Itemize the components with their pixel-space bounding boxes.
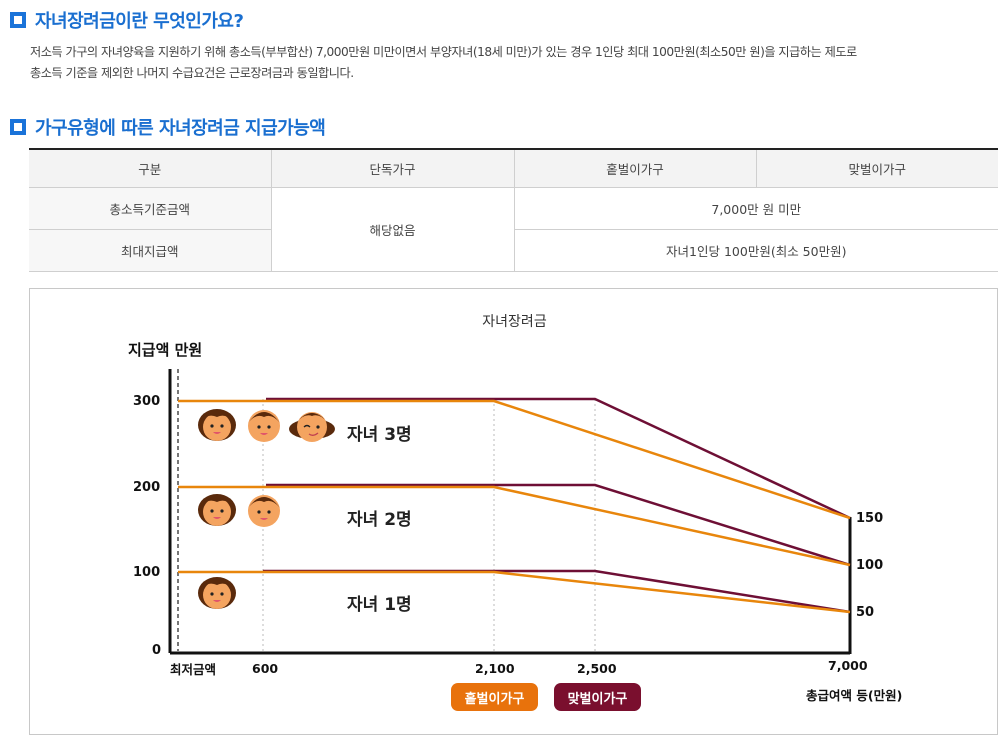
cell-max-amount: 자녀1인당 100만원(최소 50만원): [513, 228, 998, 272]
legend-dual-earner: 맞벌이가구: [554, 683, 641, 711]
header-dual-earner: 맞벌이가구: [755, 148, 998, 188]
child-face-icon: [198, 494, 236, 526]
description: 저소득 가구의 자녀양육을 지원하기 위해 총소득(부부합산) 7,000만원 …: [30, 42, 857, 84]
dual-earner-2-children-line: [266, 483, 851, 567]
row-label-income-threshold: 총소득기준금액: [29, 186, 272, 230]
cell-not-applicable: 해당없음: [270, 186, 515, 272]
child-face-icon: [289, 412, 335, 442]
chart-graphics: [168, 369, 852, 655]
section-title-amount: 가구유형에 따른 자녀장려금 지급가능액: [10, 114, 326, 140]
section-heading: 자녀장려금이란 무엇인가요?: [35, 11, 244, 32]
y-tick-0: 0: [152, 643, 162, 658]
x-axis-label: 총급여액 등(만원): [806, 688, 903, 703]
table-row: 총소득기준금액 해당없음 7,000만 원 미만: [29, 186, 998, 272]
x-tick-min: 최저금액: [170, 662, 217, 677]
square-bullet-icon: [10, 119, 26, 135]
header-single-earner: 홑벌이가구: [513, 148, 757, 188]
x-tick-2500: 2,500: [577, 661, 617, 676]
y-tick-300: 300: [133, 394, 161, 409]
table-header-row: 구분 단독가구 홑벌이가구 맞벌이가구: [29, 148, 998, 188]
x-tick-7000: 7,000: [828, 658, 868, 673]
x-tick-2100: 2,100: [475, 661, 515, 676]
description-line-2: 총소득 기준을 제외한 나머지 수급요건은 근로장려금과 동일합니다.: [30, 66, 354, 80]
child-tax-credit-chart: 자녀장려금 지급액 만원 300 200 100 0 150 100 50 자녀…: [29, 288, 998, 735]
label-2-children: 자녀 2명: [347, 510, 412, 530]
y-tick-100: 100: [133, 565, 161, 580]
label-3-children: 자녀 3명: [347, 425, 412, 445]
description-line-1: 저소득 가구의 자녀양육을 지원하기 위해 총소득(부부합산) 7,000만원 …: [30, 45, 857, 59]
y-tick-200: 200: [133, 480, 161, 495]
section-title-what-is: 자녀장려금이란 무엇인가요?: [10, 7, 244, 33]
section-heading: 가구유형에 따른 자녀장려금 지급가능액: [35, 118, 326, 139]
single-earner-1-child-line: [178, 570, 851, 614]
benefit-table: 구분 단독가구 홑벌이가구 맞벌이가구 총소득기준금액 해당없음 7,000만 …: [29, 148, 998, 272]
label-1-child: 자녀 1명: [347, 595, 412, 615]
single-earner-3-children-line: [178, 399, 851, 520]
legend-single-earner: 홑벌이가구: [451, 683, 538, 711]
header-single-household: 단독가구: [270, 148, 515, 188]
dual-earner-3-children-line: [266, 397, 851, 520]
row-label-max-amount: 최대지급액: [29, 228, 272, 272]
right-tick-50: 50: [856, 605, 875, 620]
child-face-icon: [248, 495, 280, 527]
child-face-icon: [248, 410, 280, 442]
cell-income-threshold: 7,000만 원 미만: [513, 186, 998, 230]
right-tick-100: 100: [856, 558, 884, 573]
chart-title: 자녀장려금: [482, 314, 547, 330]
child-face-icon: [198, 577, 236, 609]
right-tick-150: 150: [856, 511, 884, 526]
child-face-icon: [198, 409, 236, 441]
single-earner-2-children-line: [178, 485, 851, 567]
table-row: 최대지급액 자녀1인당 100만원(최소 50만원): [29, 228, 998, 272]
y-axis-label: 지급액 만원: [128, 341, 203, 359]
header-category: 구분: [29, 148, 272, 188]
square-bullet-icon: [10, 12, 26, 28]
x-tick-600: 600: [252, 661, 279, 676]
